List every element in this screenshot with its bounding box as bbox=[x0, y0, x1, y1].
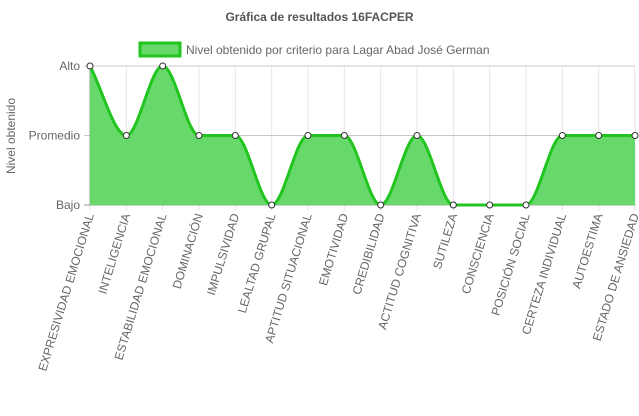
data-point[interactable] bbox=[159, 62, 167, 70]
series-area-fill bbox=[90, 66, 635, 205]
x-tick-label: IMPULSIVIDAD bbox=[204, 211, 242, 296]
x-axis-tick-labels: EXPRESIVIDAD EMOCIONALINTELIGENCIAESTABI… bbox=[36, 211, 639, 373]
data-point[interactable] bbox=[86, 62, 94, 70]
x-tick-label: EMOTIVIDAD bbox=[316, 211, 351, 287]
y-tick-label: Promedio bbox=[29, 129, 81, 143]
x-tick-label: LEALTAD GRUPAL bbox=[235, 211, 279, 314]
legend[interactable]: Nivel obtenido por criterio para Lagar A… bbox=[138, 41, 490, 58]
data-points[interactable] bbox=[86, 62, 639, 209]
y-tick-label: Bajo bbox=[56, 198, 80, 212]
data-point[interactable] bbox=[522, 201, 530, 209]
y-axis-title: Nivel obtenido bbox=[4, 98, 18, 174]
data-point[interactable] bbox=[449, 201, 457, 209]
data-point[interactable] bbox=[304, 132, 312, 139]
x-tick-label: DOMINACIÓN bbox=[169, 211, 206, 290]
x-tick-label: CONSCIENCIA bbox=[459, 212, 497, 296]
y-axis-tick-labels: Bajo Promedio Alto bbox=[29, 59, 81, 212]
data-point[interactable] bbox=[413, 132, 421, 139]
x-tick-label: AUTOESTIMA bbox=[569, 212, 605, 290]
x-tick-label: POSICIÓN SOCIAL bbox=[488, 211, 533, 317]
x-tick-label: INTELIGENCIA bbox=[95, 212, 133, 296]
data-point[interactable] bbox=[486, 201, 494, 209]
chart-title: Gráfica de resultados 16FACPER bbox=[225, 10, 413, 24]
data-point[interactable] bbox=[231, 132, 239, 139]
series-area bbox=[88, 64, 635, 207]
data-point[interactable] bbox=[595, 132, 603, 139]
series-line bbox=[88, 64, 635, 207]
data-point[interactable] bbox=[195, 132, 203, 139]
data-point[interactable] bbox=[377, 201, 385, 209]
legend-swatch[interactable] bbox=[138, 41, 182, 58]
x-tick-label: SUTILEZA bbox=[430, 212, 460, 271]
data-point[interactable] bbox=[631, 132, 639, 139]
data-point[interactable] bbox=[122, 132, 130, 139]
data-point[interactable] bbox=[268, 201, 276, 209]
legend-label[interactable]: Nivel obtenido por criterio para Lagar A… bbox=[186, 43, 490, 57]
data-point[interactable] bbox=[558, 132, 566, 139]
y-tick-label: Alto bbox=[59, 59, 80, 73]
x-tick-label: EXPRESIVIDAD EMOCIONAL bbox=[36, 211, 97, 372]
x-tick-label: CREDIBILIDAD bbox=[350, 211, 388, 296]
data-point[interactable] bbox=[340, 132, 348, 139]
